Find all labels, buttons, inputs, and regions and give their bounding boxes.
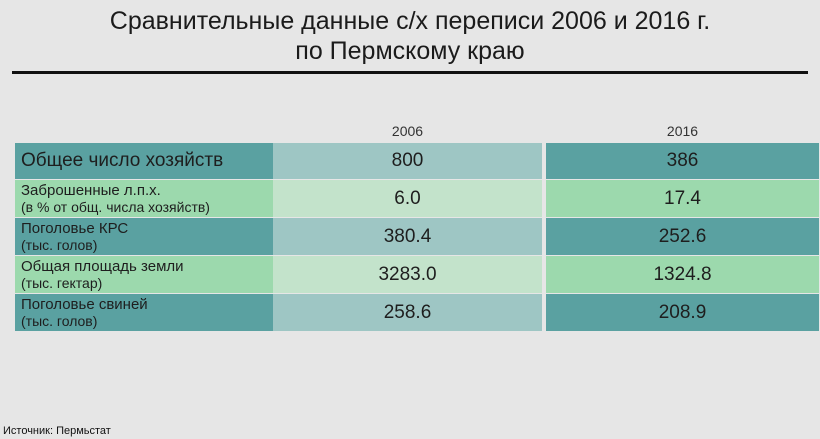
cell-2016: 1324.8 — [546, 256, 819, 293]
source-note: Источник: Пермьстат — [3, 425, 111, 437]
chart-title-line-1: Сравнительные данные с/х переписи 2006 и… — [109, 7, 711, 35]
cell-2016: 17.4 — [546, 180, 819, 217]
column-header-2006: 2006 — [391, 123, 424, 139]
row-label-text: Общее число хозяйств — [21, 150, 224, 171]
row-label: Общее число хозяйств — [15, 143, 273, 179]
row-label: Поголовье свиней (тыс. голов) — [15, 294, 273, 331]
cell-2006: 3283.0 — [273, 256, 542, 293]
census-table: 2006 2016 Общее число хозяйств 800 386 З… — [15, 119, 819, 332]
title-divider — [12, 71, 808, 74]
table-row: Заброшенные л.п.х. (в % от общ. числа хо… — [15, 180, 819, 217]
row-label-text: Заброшенные л.п.х. — [21, 181, 161, 199]
row-label-text: Поголовье КРС — [21, 219, 129, 237]
cell-2016: 386 — [546, 143, 819, 179]
chart-title-line-2: по Пермскому краю — [295, 37, 525, 65]
cell-2016: 208.9 — [546, 294, 819, 331]
row-label-unit: (в % от общ. числа хозяйств) — [21, 198, 210, 215]
row-label-text: Общая площадь земли — [21, 257, 184, 275]
row-label-unit: (тыс. голов) — [21, 236, 98, 253]
row-label: Поголовье КРС (тыс. голов) — [15, 218, 273, 255]
chart-title: Сравнительные данные с/х переписи 2006 и… — [0, 6, 820, 66]
row-label: Общая площадь земли (тыс. гектар) — [15, 256, 273, 293]
header-row: 2006 2016 — [15, 120, 819, 142]
table-row: Поголовье свиней (тыс. голов) 258.6 208.… — [15, 294, 819, 331]
cell-2006: 258.6 — [273, 294, 542, 331]
cell-2006: 380.4 — [273, 218, 542, 255]
row-label-text: Поголовье свиней — [21, 295, 148, 313]
table-row: Поголовье КРС (тыс. голов) 380.4 252.6 — [15, 218, 819, 255]
cell-2006: 800 — [273, 143, 542, 179]
table-row: Общее число хозяйств 800 386 — [15, 143, 819, 179]
column-header-2016: 2016 — [666, 123, 699, 139]
cell-2016: 252.6 — [546, 218, 819, 255]
row-label-unit: (тыс. голов) — [21, 312, 98, 329]
table-row: Общая площадь земли (тыс. гектар) 3283.0… — [15, 256, 819, 293]
row-label: Заброшенные л.п.х. (в % от общ. числа хо… — [15, 180, 273, 217]
row-label-unit: (тыс. гектар) — [21, 274, 103, 291]
cell-2006: 6.0 — [273, 180, 542, 217]
header-blank — [15, 120, 273, 142]
